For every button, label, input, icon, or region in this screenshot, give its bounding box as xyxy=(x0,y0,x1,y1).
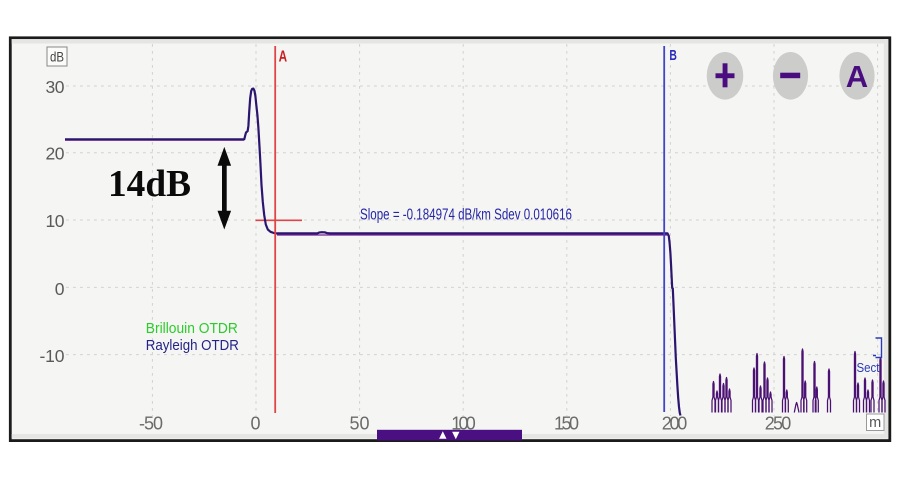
svg-text:20: 20 xyxy=(46,144,65,164)
svg-text:-10: -10 xyxy=(40,346,65,366)
svg-text:B: B xyxy=(669,47,677,64)
svg-text:dB: dB xyxy=(50,49,64,65)
svg-text:50: 50 xyxy=(350,413,370,433)
svg-text:30: 30 xyxy=(46,77,65,97)
svg-text:250: 250 xyxy=(765,413,792,433)
svg-text:10: 10 xyxy=(46,211,65,231)
svg-text:200: 200 xyxy=(662,413,688,433)
svg-text:A: A xyxy=(846,59,868,94)
svg-text:Sect: Sect xyxy=(857,360,880,375)
svg-text:-50: -50 xyxy=(139,413,163,433)
svg-text:150: 150 xyxy=(554,413,579,433)
svg-text:14dB: 14dB xyxy=(108,163,191,205)
svg-text:Rayleigh OTDR: Rayleigh OTDR xyxy=(146,338,239,354)
svg-text:Slope = -0.184974 dB/km Sdev 0: Slope = -0.184974 dB/km Sdev 0.010616 xyxy=(360,206,572,223)
svg-text:0: 0 xyxy=(250,413,260,433)
svg-text:100: 100 xyxy=(451,413,476,433)
svg-text:m: m xyxy=(869,415,881,431)
svg-text:0: 0 xyxy=(55,279,65,299)
svg-text:Brillouin OTDR: Brillouin OTDR xyxy=(146,321,238,337)
svg-text:A: A xyxy=(279,49,288,66)
